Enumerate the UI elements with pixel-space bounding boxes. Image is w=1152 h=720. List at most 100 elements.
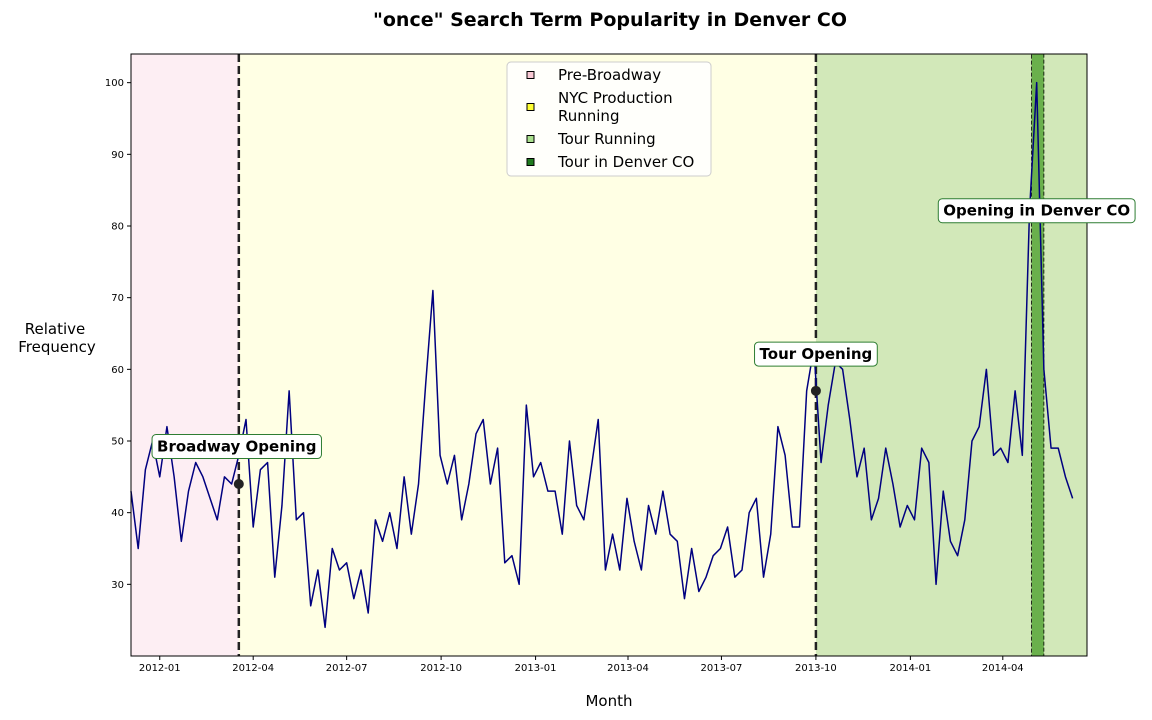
data-point	[417, 483, 419, 485]
x-tick-label: 2012-01	[139, 663, 181, 674]
plot-frame	[130, 53, 1088, 657]
x-axis-ticks: 2012-01 2012-04 2012-07 2012-10 2013-01 2013-…	[139, 656, 1024, 674]
legend-swatch-0	[526, 71, 535, 79]
data-point	[439, 454, 441, 456]
data-point	[956, 554, 958, 556]
data-point	[425, 382, 427, 384]
event-marker-1	[810, 385, 821, 396]
region-0	[131, 54, 239, 656]
data-point	[202, 476, 204, 478]
chart-title: "once" Search Term Popularity in Denver …	[373, 9, 847, 31]
data-point	[324, 626, 326, 628]
data-point	[1071, 497, 1073, 499]
y-tick-label: 30	[111, 580, 124, 591]
data-point	[540, 461, 542, 463]
data-point	[252, 526, 254, 528]
data-point	[338, 569, 340, 571]
data-point	[985, 368, 987, 370]
legend-label-2: Tour Running	[557, 130, 656, 148]
data-point	[187, 490, 189, 492]
data-point	[762, 576, 764, 578]
data-point	[374, 519, 376, 521]
data-point	[583, 519, 585, 521]
x-tick-label: 2012-07	[326, 663, 368, 674]
annotation-label-0: Broadway Opening	[157, 438, 316, 456]
legend-label-0: Pre-Broadway	[558, 66, 661, 84]
data-point	[547, 490, 549, 492]
data-point	[604, 569, 606, 571]
data-point	[460, 519, 462, 521]
data-point	[554, 490, 556, 492]
data-point	[712, 554, 714, 556]
data-point	[626, 497, 628, 499]
data-point	[741, 569, 743, 571]
data-point	[1064, 476, 1066, 478]
data-point	[820, 461, 822, 463]
data-point	[791, 526, 793, 528]
data-point	[159, 476, 161, 478]
x-tick-label: 2012-04	[232, 663, 274, 674]
data-point	[1000, 447, 1002, 449]
legend: Pre-Broadway NYC Production Running Tour Ru…	[506, 61, 712, 177]
legend-swatch-2	[526, 135, 535, 143]
legend-swatch-1	[526, 103, 535, 111]
data-point	[798, 526, 800, 528]
data-point	[144, 468, 146, 470]
data-point	[885, 447, 887, 449]
data-point	[281, 504, 283, 506]
x-tick-label: 2013-04	[607, 663, 649, 674]
data-point	[309, 605, 311, 607]
data-point	[446, 483, 448, 485]
data-point	[274, 576, 276, 578]
data-point	[719, 547, 721, 549]
event-markers-layer	[233, 385, 821, 489]
y-axis-title-line1: Relative	[25, 320, 86, 338]
data-point	[892, 483, 894, 485]
data-point	[913, 519, 915, 521]
x-tick-label: 2014-04	[982, 663, 1024, 674]
data-point	[935, 583, 937, 585]
data-point	[389, 511, 391, 513]
data-point	[784, 454, 786, 456]
data-point	[1014, 390, 1016, 392]
data-point	[245, 418, 247, 420]
data-point	[899, 526, 901, 528]
data-point	[504, 562, 506, 564]
x-tick-label: 2013-07	[701, 663, 743, 674]
data-point	[770, 533, 772, 535]
data-point	[1021, 454, 1023, 456]
series-line-0	[130, 81, 1074, 629]
data-point	[475, 433, 477, 435]
data-point	[381, 540, 383, 542]
data-point	[590, 468, 592, 470]
data-point	[331, 547, 333, 549]
data-point	[367, 612, 369, 614]
event-marker-0	[233, 479, 244, 489]
data-point	[353, 597, 355, 599]
data-point	[489, 483, 491, 485]
data-point	[906, 504, 908, 506]
data-point	[166, 425, 168, 427]
data-point	[575, 504, 577, 506]
data-point	[669, 533, 671, 535]
legend-label-1: NYC Production Running	[558, 89, 673, 125]
data-point	[734, 576, 736, 578]
legend-frame	[506, 61, 712, 177]
legend-swatch-3	[526, 158, 535, 166]
data-point	[992, 454, 994, 456]
data-point	[230, 483, 232, 485]
y-axis-title-line2: Frequency	[18, 338, 96, 356]
data-point	[1035, 81, 1037, 83]
data-point	[690, 547, 692, 549]
x-tick-label: 2013-10	[795, 663, 837, 674]
data-point	[698, 590, 700, 592]
data-point	[137, 547, 139, 549]
data-point	[877, 497, 879, 499]
data-point	[345, 562, 347, 564]
data-point	[949, 540, 951, 542]
y-tick-label: 70	[111, 293, 124, 304]
data-point	[805, 390, 807, 392]
data-point	[482, 418, 484, 420]
data-point	[453, 454, 455, 456]
